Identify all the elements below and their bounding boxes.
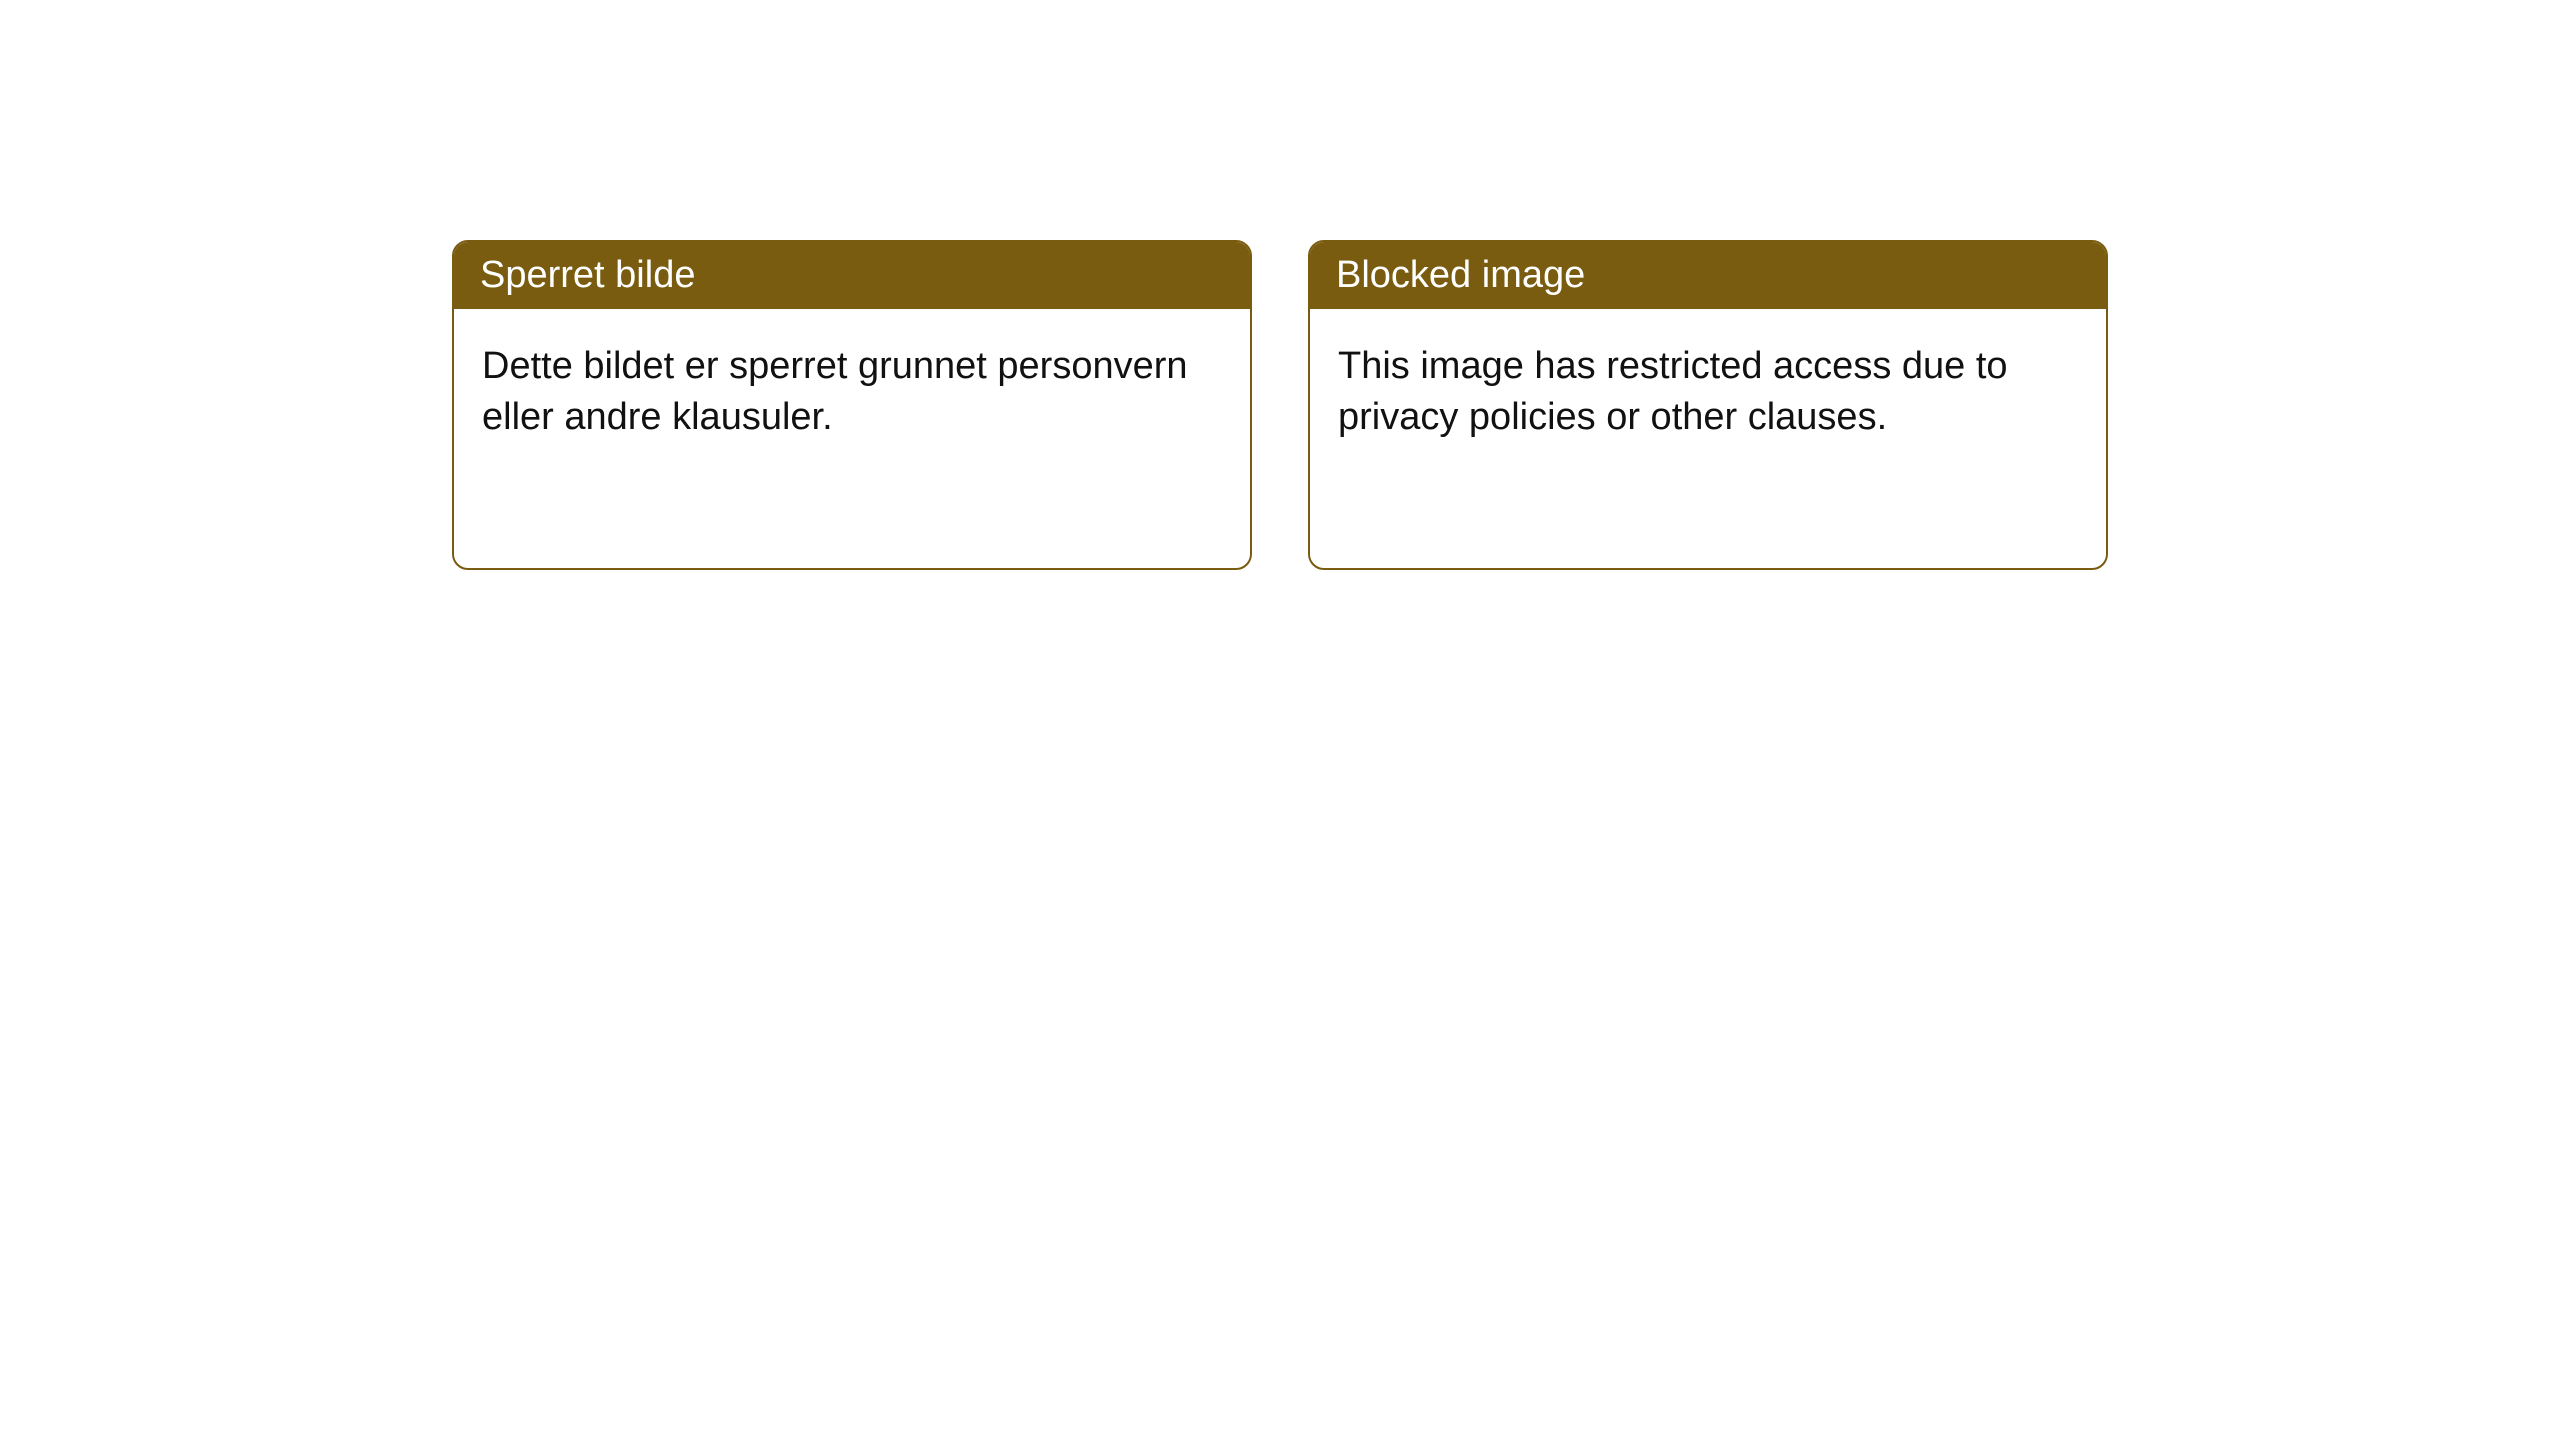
card-header-norwegian: Sperret bilde (454, 242, 1250, 309)
blocked-card-norwegian: Sperret bilde Dette bildet er sperret gr… (452, 240, 1252, 570)
card-body-text-norwegian: Dette bildet er sperret grunnet personve… (482, 345, 1188, 438)
blocked-card-english: Blocked image This image has restricted … (1308, 240, 2108, 570)
card-body-norwegian: Dette bildet er sperret grunnet personve… (454, 309, 1250, 476)
card-title-norwegian: Sperret bilde (480, 254, 695, 296)
card-body-text-english: This image has restricted access due to … (1338, 345, 2008, 438)
card-body-english: This image has restricted access due to … (1310, 309, 2106, 476)
notice-container: Sperret bilde Dette bildet er sperret gr… (452, 240, 2108, 570)
card-title-english: Blocked image (1336, 254, 1585, 296)
card-header-english: Blocked image (1310, 242, 2106, 309)
